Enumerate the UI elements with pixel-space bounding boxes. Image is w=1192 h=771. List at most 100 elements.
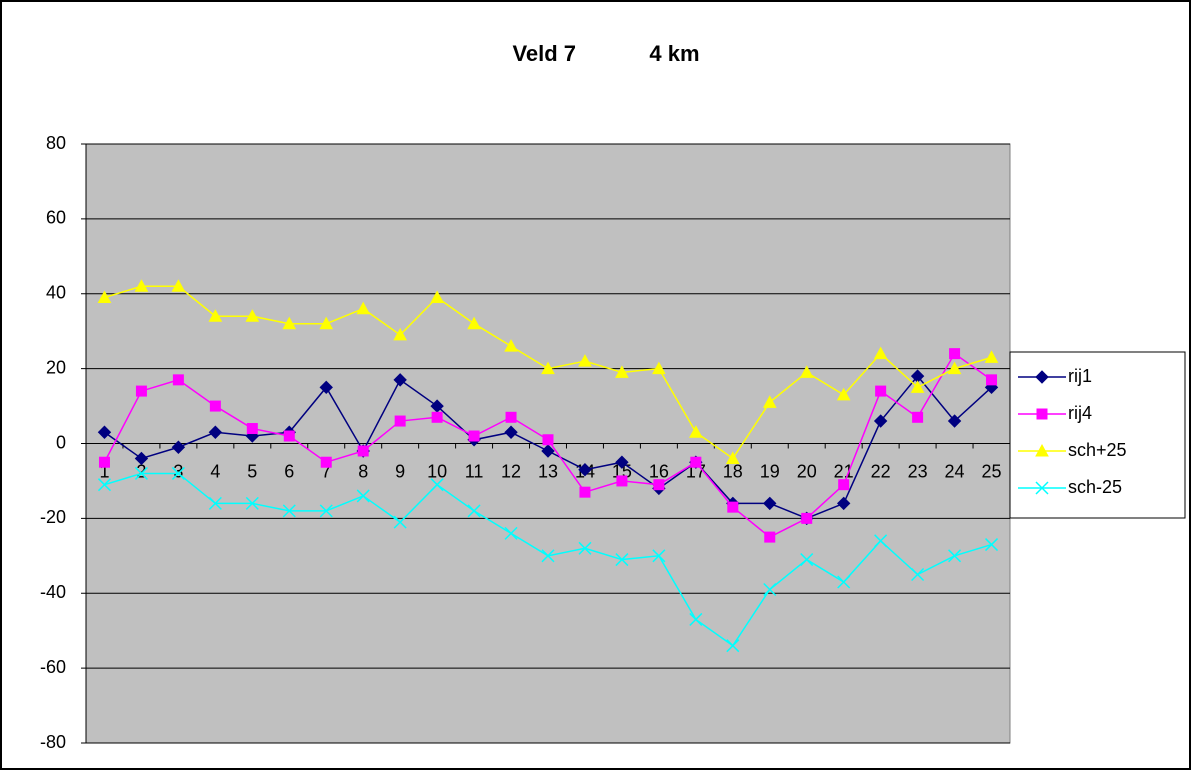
marker <box>97 425 112 439</box>
marker <box>97 478 112 492</box>
marker <box>949 348 961 360</box>
marker <box>504 425 518 439</box>
marker <box>246 423 258 435</box>
marker <box>209 400 221 412</box>
marker <box>984 350 999 363</box>
marker <box>320 456 332 468</box>
x-tick-label: 3 <box>173 461 183 481</box>
marker <box>947 361 962 375</box>
marker <box>208 496 222 510</box>
marker <box>652 361 666 375</box>
marker <box>245 309 260 322</box>
x-tick-label: 19 <box>760 461 780 481</box>
marker <box>430 478 444 492</box>
marker <box>689 612 703 626</box>
marker <box>615 455 629 469</box>
marker <box>874 534 888 548</box>
marker <box>504 526 518 540</box>
y-tick-label: 20 <box>46 357 66 377</box>
marker <box>431 411 443 423</box>
marker <box>947 414 962 428</box>
marker <box>910 380 925 393</box>
marker <box>319 316 334 330</box>
marker <box>98 456 110 468</box>
x-tick-label: 9 <box>395 461 405 481</box>
x-tick-label: 6 <box>284 461 294 481</box>
marker <box>172 374 184 386</box>
marker <box>541 444 555 458</box>
marker <box>171 279 186 292</box>
marker <box>579 486 591 498</box>
marker <box>727 501 739 513</box>
marker <box>542 434 554 446</box>
marker <box>653 479 665 491</box>
marker <box>837 575 851 589</box>
marker <box>356 301 371 315</box>
marker <box>799 365 814 378</box>
x-tick-label: 23 <box>908 461 928 481</box>
marker <box>764 531 776 543</box>
marker <box>541 549 555 563</box>
marker <box>986 374 998 386</box>
x-tick-label: 22 <box>871 461 891 481</box>
marker <box>319 504 333 518</box>
y-tick-label: 80 <box>46 133 66 153</box>
marker <box>393 373 407 387</box>
marker <box>245 496 259 510</box>
marker <box>690 456 702 468</box>
y-tick-label: -40 <box>40 582 66 602</box>
marker <box>912 411 924 423</box>
marker <box>578 541 592 555</box>
marker <box>838 479 850 491</box>
legend-label: rij1 <box>1068 366 1092 386</box>
x-tick-label: 11 <box>465 461 484 481</box>
x-tick-label: 24 <box>945 461 965 481</box>
y-tick-label: 60 <box>46 208 66 228</box>
marker <box>356 489 370 503</box>
marker <box>836 387 851 401</box>
x-tick-label: 20 <box>797 461 817 481</box>
marker <box>836 496 851 511</box>
x-tick-label: 2 <box>136 461 146 481</box>
marker <box>984 538 999 552</box>
x-tick-label: 18 <box>723 461 743 481</box>
marker <box>171 466 185 480</box>
marker <box>467 504 481 518</box>
marker <box>578 354 592 367</box>
marker <box>394 415 406 427</box>
marker <box>615 553 629 567</box>
marker <box>468 430 480 442</box>
marker <box>875 385 887 397</box>
x-tick-label: 10 <box>427 461 447 481</box>
marker <box>763 582 777 597</box>
marker <box>948 549 962 563</box>
y-tick-label: 40 <box>46 283 66 303</box>
legend-label: sch-25 <box>1068 477 1122 497</box>
marker <box>578 462 592 477</box>
x-tick-label: 12 <box>501 461 521 481</box>
marker <box>208 309 223 322</box>
x-tick-label: 7 <box>321 461 331 481</box>
marker <box>283 430 295 442</box>
legend-marker <box>1035 443 1049 457</box>
x-tick-label: 16 <box>649 461 669 481</box>
marker <box>615 365 629 378</box>
marker <box>135 385 147 397</box>
legend-label: rij4 <box>1068 403 1092 423</box>
marker <box>688 425 703 438</box>
marker <box>208 425 223 439</box>
legend-marker <box>1035 370 1049 384</box>
marker <box>134 466 148 480</box>
marker <box>725 451 740 464</box>
legend-marker <box>1035 481 1049 495</box>
marker <box>762 395 777 408</box>
marker <box>726 639 740 653</box>
x-tick-label: 1 <box>99 461 109 481</box>
marker <box>800 553 814 567</box>
marker <box>911 568 925 582</box>
marker <box>616 475 628 487</box>
chart-title: Veld 7 4 km <box>512 41 699 66</box>
y-tick-label: 0 <box>56 432 66 452</box>
marker <box>393 327 408 341</box>
y-tick-label: -60 <box>40 657 66 677</box>
